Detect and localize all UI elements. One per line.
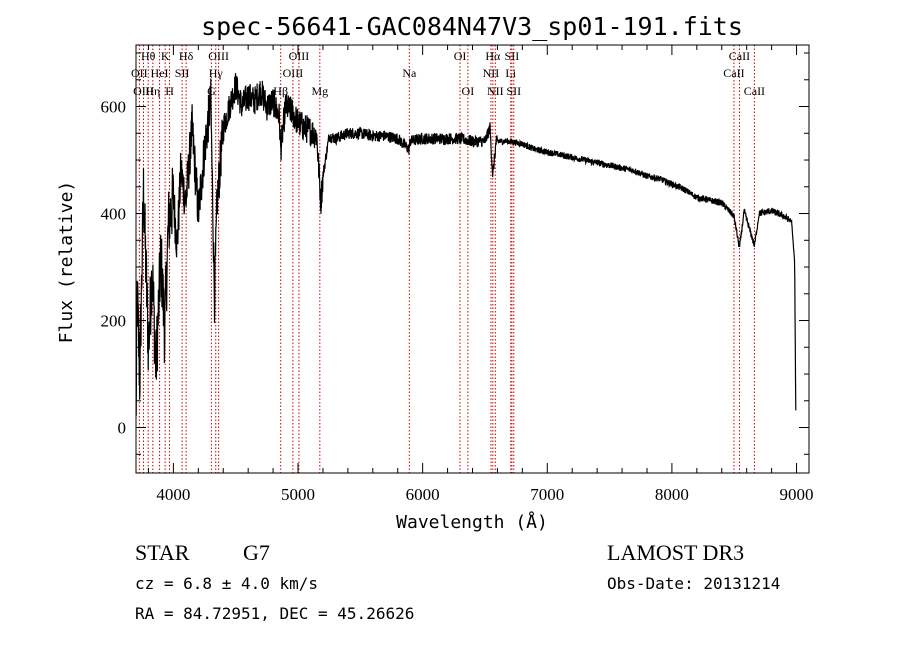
y-tick-label: 200 xyxy=(101,312,127,331)
spectral-line-label: SII xyxy=(506,84,521,98)
spectral-line-label: H xyxy=(165,84,174,98)
spectral-line-label: Hδ xyxy=(179,49,194,63)
spectral-line-label: Hβ xyxy=(273,84,288,98)
spectral-line-label: NII xyxy=(487,84,504,98)
spectral-line-label: Hα xyxy=(485,49,501,63)
spectral-line-label: Na xyxy=(402,66,417,80)
spectral-line-label: OIII xyxy=(133,84,154,98)
flux-series-line xyxy=(135,73,797,417)
spectral-line-label: OII xyxy=(131,66,148,80)
spectral-line-label: Hη xyxy=(145,84,160,98)
coordinates-text: RA = 84.72951, DEC = 45.26626 xyxy=(135,604,414,623)
spectral-line-label: CaII xyxy=(723,66,744,80)
spectral-line-label: OI xyxy=(462,84,475,98)
spectral-line-label: OI xyxy=(454,49,467,63)
obs-date-text: Obs-Date: 20131214 xyxy=(607,574,780,593)
spectral-line-label: Mg xyxy=(311,84,328,98)
axis-tick-labels: 4000 5000 6000 7000 8000 9000 0 200 400 600 xyxy=(101,98,814,504)
redshift-text: cz = 6.8 ± 4.0 km/s xyxy=(135,574,318,593)
x-tick-label: 6000 xyxy=(406,485,440,504)
x-tick-label: 5000 xyxy=(281,485,315,504)
survey-name: LAMOST DR3 xyxy=(607,540,744,565)
plot-frame xyxy=(135,44,810,474)
object-class: STAR xyxy=(135,540,190,565)
spectral-line-label: OIII xyxy=(283,66,304,80)
spectral-line-label: SII xyxy=(175,66,190,80)
x-tick-label: 4000 xyxy=(156,485,190,504)
x-tick-label: 8000 xyxy=(655,485,689,504)
spectral-line-label: CaII xyxy=(744,84,765,98)
x-tick-label: 7000 xyxy=(530,485,564,504)
spectral-subclass: G7 xyxy=(243,540,270,565)
spectral-line-label: HeI xyxy=(151,66,169,80)
chart-title: spec-56641-GAC084N47V3_sp01-191.fits xyxy=(201,12,743,41)
y-tick-label: 400 xyxy=(101,205,127,224)
spectral-line-label: OIII xyxy=(208,49,229,63)
spectral-lines-layer xyxy=(138,45,755,473)
spectral-line-labels: HθOIIOIIIHηHeIKHSIIHδGHγOIIIHβOIIIOIIIMg… xyxy=(131,49,765,98)
x-tick-label: 9000 xyxy=(780,485,814,504)
axis-ticks xyxy=(136,45,809,473)
spectral-line-label: OIII xyxy=(289,49,310,63)
spectral-line-label: Hθ xyxy=(141,49,156,63)
spectral-line-label: Li xyxy=(505,66,516,80)
spectral-line-label: Hγ xyxy=(209,66,224,80)
x-axis-title: Wavelength (Å) xyxy=(396,511,548,533)
y-tick-label: 0 xyxy=(118,419,127,438)
y-axis-title: Flux (relative) xyxy=(56,181,77,344)
spectral-line-label: SII xyxy=(505,49,520,63)
spectral-line-label: K xyxy=(161,49,170,63)
spectral-line-label: CaII xyxy=(729,49,750,63)
spectral-line-label: NII xyxy=(483,66,500,80)
spectral-line-label: G xyxy=(207,84,216,98)
y-tick-label: 600 xyxy=(101,98,127,117)
